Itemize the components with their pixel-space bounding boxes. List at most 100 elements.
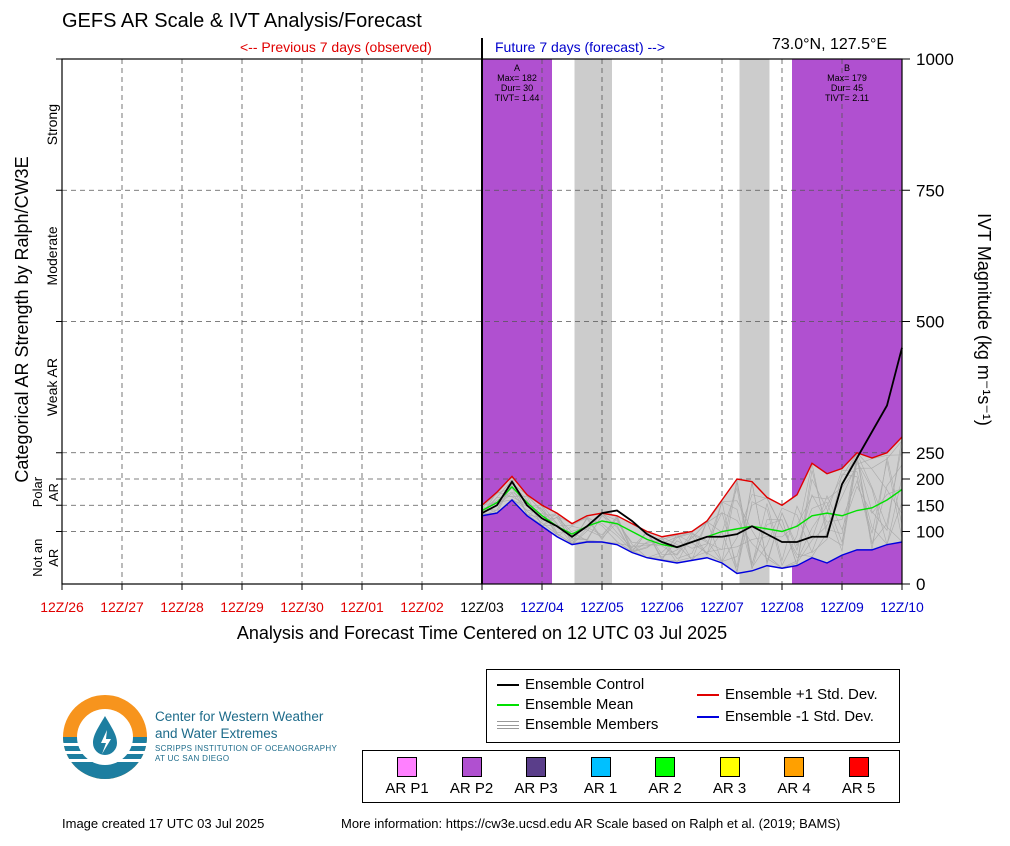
legend-item-control: Ensemble Control	[497, 676, 644, 693]
category-label-strong: Strong	[44, 104, 60, 145]
org-name: Center for Western Weather and Water Ext…	[155, 708, 323, 742]
category-legend-item-ar-1: AR 1	[573, 757, 629, 797]
x-axis-label: Analysis and Forecast Time Centered on 1…	[236, 623, 728, 643]
legend-swatch-minus-std	[697, 715, 719, 718]
category-swatch	[590, 757, 611, 777]
category-legend-item-ar-5: AR 5	[831, 757, 887, 797]
legend-label-mean: Ensemble Mean	[525, 696, 634, 713]
ensemble-member-line-2	[481, 469, 903, 562]
category-label: AR 2	[648, 780, 682, 797]
category-label-polar-ar-line2: AR	[46, 483, 61, 501]
ar-event-B-dur: Dur= 45	[831, 83, 863, 93]
category-legend-item-ar-p1: AR P1	[379, 757, 435, 797]
x-tick-label-12Z/05: 12Z/05	[580, 599, 624, 615]
x-tick-label-12Z/27: 12Z/27	[100, 599, 144, 615]
x-tick-label-12Z/04: 12Z/04	[520, 599, 564, 615]
category-swatch	[397, 757, 417, 777]
legend-item-plus-std: Ensemble +1 Std. Dev.	[697, 686, 878, 703]
y-axis-label-left: Categorical AR Strength by Ralph/CW3E	[12, 156, 32, 482]
previous-period-label: <-- Previous 7 days (observed)	[240, 39, 432, 55]
x-tick-label-12Z/30: 12Z/30	[280, 599, 324, 615]
ensemble-member-line-5	[481, 454, 903, 565]
series-line-ensemble-1-std-dev-	[481, 436, 903, 538]
ar-event-B-id: B	[844, 63, 850, 73]
image-created-label: Image created 17 UTC 03 Jul 2025	[62, 816, 265, 831]
legend-item-minus-std: Ensemble -1 Std. Dev.	[697, 708, 874, 725]
ar-event-B-max: Max= 179	[827, 73, 867, 83]
ar-event-A-id: A	[514, 63, 520, 73]
x-tick-label-12Z/07: 12Z/07	[700, 599, 744, 615]
ensemble-member-line-10	[481, 440, 903, 562]
category-label-polar-ar-line1: Polar	[30, 476, 45, 507]
category-legend-item-ar-p3: AR P3	[508, 757, 564, 797]
legend-swatch-plus-std	[697, 693, 719, 696]
org-subtitle-line1: SCRIPPS INSTITUTION OF OCEANOGRAPHY	[155, 744, 338, 753]
y-axis-label-right: IVT Magnitude (kg m⁻¹s⁻¹)	[974, 213, 994, 426]
y-tick-label-250: 250	[916, 444, 944, 463]
x-tick-label-12Z/06: 12Z/06	[640, 599, 684, 615]
category-label: AR 3	[712, 780, 747, 797]
x-tick-label-12Z/28: 12Z/28	[160, 599, 204, 615]
x-tick-label-12Z/26: 12Z/26	[40, 599, 84, 615]
x-tick-label-12Z/29: 12Z/29	[220, 599, 264, 615]
legend-item-members: Ensemble Members	[497, 716, 658, 733]
legend-label-control: Ensemble Control	[525, 676, 645, 693]
y-tick-label-200: 200	[916, 470, 944, 489]
series-line-ensemble-control	[481, 347, 903, 549]
series-line-ensemble-1-std-dev-	[481, 499, 903, 575]
category-label: AR P1	[385, 780, 429, 797]
y-tick-label-750: 750	[916, 181, 944, 200]
y-tick-label-150: 150	[916, 496, 944, 515]
category-label: AR P3	[514, 780, 558, 797]
category-legend-item-ar-3: AR 3	[702, 757, 758, 797]
y-tick-label-100: 100	[916, 523, 944, 542]
category-label-not-an-ar-line2: AR	[46, 549, 61, 567]
category-label: AR 5	[841, 780, 876, 797]
y-tick-label-1000: 1000	[916, 50, 954, 69]
more-info-label: More information: https://cw3e.ucsd.edu …	[341, 816, 841, 831]
y-tick-label-0: 0	[916, 575, 925, 594]
org-name-line1: Center for Western Weather	[155, 709, 324, 724]
category-label-weak-ar: Weak AR	[44, 358, 60, 416]
category-swatch	[461, 757, 482, 777]
chart-title: GEFS AR Scale & IVT Analysis/Forecast	[62, 10, 422, 32]
y-tick-label-500: 500	[916, 313, 944, 332]
category-legend-item-ar-2: AR 2	[637, 757, 693, 797]
legend-swatch-mean	[497, 703, 519, 706]
ar-category-legend: AR P1 AR P2 AR P3 AR 1 AR 2 AR 3 AR 4 AR 5	[362, 750, 900, 803]
x-tick-label-12Z/01: 12Z/01	[340, 599, 384, 615]
ar-event-A-max: Max= 182	[497, 73, 537, 83]
x-tick-label-12Z/10: 12Z/10	[880, 599, 924, 615]
legend-label-plus-std: Ensemble +1 Std. Dev.	[725, 686, 878, 703]
legend-item-mean: Ensemble Mean	[497, 696, 633, 713]
category-label: AR 1	[583, 780, 618, 797]
category-swatch	[784, 757, 804, 777]
future-period-label: Future 7 days (forecast) -->	[495, 39, 666, 55]
category-label: AR P2	[449, 780, 494, 797]
category-swatch	[848, 757, 869, 777]
category-swatch	[655, 757, 675, 777]
ar-event-A-dur: Dur= 30	[501, 83, 533, 93]
x-tick-label-12Z/09: 12Z/09	[820, 599, 864, 615]
legend-swatch-members	[497, 720, 519, 729]
ar-event-A-tivt: TIVT= 1.44	[495, 93, 540, 103]
category-legend-item-ar-4: AR 4	[766, 757, 822, 797]
ensemble-member-line-9	[481, 460, 903, 573]
category-legend-item-ar-p2: AR P2	[444, 757, 500, 797]
legend-label-members: Ensemble Members	[525, 716, 659, 733]
cw3e-logo-icon	[63, 695, 147, 779]
x-tick-label-12Z/08: 12Z/08	[760, 599, 804, 615]
series-legend: Ensemble Control Ensemble Mean Ensemble …	[486, 669, 900, 743]
x-tick-label-12Z/02: 12Z/02	[400, 599, 444, 615]
category-swatch	[719, 757, 740, 777]
ar-event-B-tivt: TIVT= 2.11	[825, 93, 869, 103]
legend-label-minus-std: Ensemble -1 Std. Dev.	[725, 708, 874, 725]
legend-swatch-control	[497, 683, 519, 686]
category-swatch	[526, 757, 546, 777]
org-subtitle: SCRIPPS INSTITUTION OF OCEANOGRAPHY AT U…	[155, 744, 337, 764]
location-label: 73.0°N, 127.5°E	[772, 36, 888, 53]
ensemble-member-line-6	[481, 452, 903, 569]
category-label-not-an-ar-line1: Not an	[30, 539, 45, 577]
category-label: AR 4	[777, 780, 811, 797]
